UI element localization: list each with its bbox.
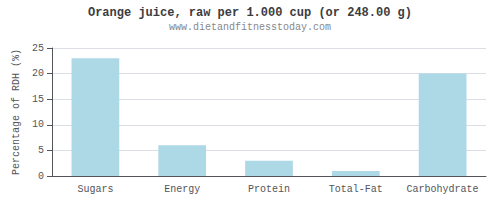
svg-text:25: 25 [32, 43, 44, 54]
svg-text:Carbohydrate: Carbohydrate [407, 184, 479, 195]
svg-text:0: 0 [38, 171, 44, 182]
svg-text:5: 5 [38, 145, 44, 156]
svg-text:Sugars: Sugars [77, 184, 113, 195]
svg-text:www.dietandfitnesstoday.com: www.dietandfitnesstoday.com [169, 22, 331, 33]
svg-text:15: 15 [32, 94, 44, 105]
svg-text:Percentage of RDH (%): Percentage of RDH (%) [11, 49, 22, 175]
svg-text:Protein: Protein [248, 184, 290, 195]
svg-text:Orange juice, raw per 1.000 cu: Orange juice, raw per 1.000 cup (or 248.… [88, 6, 412, 20]
svg-text:20: 20 [32, 68, 44, 79]
svg-text:Total-Fat: Total-Fat [329, 184, 383, 195]
svg-text:Energy: Energy [164, 184, 200, 195]
svg-text:10: 10 [32, 119, 44, 130]
